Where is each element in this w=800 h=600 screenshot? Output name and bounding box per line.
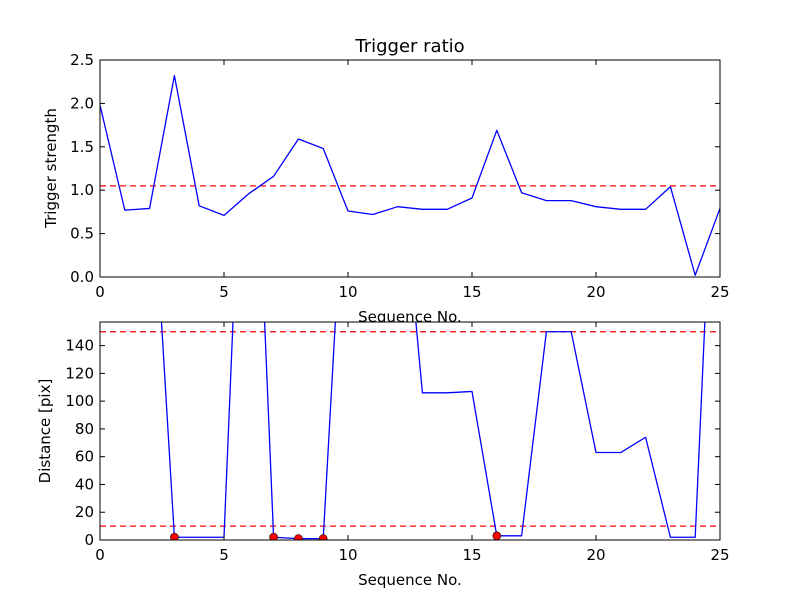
bottom-y-tick-label: 20 (75, 503, 94, 521)
top-series-line-0 (100, 74, 720, 276)
top-plot-area (100, 60, 720, 277)
top-axes-frame (99, 59, 721, 278)
bottom-axes-frame (99, 321, 721, 541)
top-x-tick-label: 0 (95, 283, 105, 301)
top-x-tick-label: 25 (710, 283, 729, 301)
bottom-y-tick-label: 100 (65, 392, 94, 410)
bottom-x-axis-label: Sequence No. (358, 571, 462, 589)
bottom-x-tick-label: 0 (95, 546, 105, 564)
bottom-marker-point (294, 534, 303, 540)
top-y-tick-label: 0.0 (70, 268, 94, 286)
bottom-x-tick-label: 20 (586, 546, 605, 564)
top-y-tick-label: 1.5 (70, 138, 94, 156)
top-x-tick-label: 5 (219, 283, 229, 301)
bottom-y-tick-label: 120 (65, 364, 94, 382)
top-x-tick-label: 15 (462, 283, 481, 301)
top-chart: 0 5 10 15 20 25 0.0 0.5 1.0 1.5 2.0 2.5 Trigger ra… (42, 36, 730, 326)
top-x-tick-label: 20 (586, 283, 605, 301)
bottom-series-line-0 (160, 322, 706, 540)
bottom-marker-point (170, 532, 179, 540)
top-x-tick-label: 10 (338, 283, 357, 301)
bottom-marker-point (269, 532, 278, 540)
bottom-marker-point (492, 531, 502, 540)
bottom-x-tick-label: 10 (338, 546, 357, 564)
bottom-y-axis-label: Distance [pix] (36, 379, 54, 484)
bottom-x-tick-label: 15 (462, 546, 481, 564)
bottom-x-tick-label: 25 (710, 546, 729, 564)
top-chart-title: Trigger ratio (354, 36, 464, 57)
top-y-tick-label: 2.5 (70, 51, 94, 69)
top-y-tick-label: 0.5 (70, 225, 94, 243)
bottom-y-tick-label: 40 (75, 475, 94, 493)
top-y-tick-label: 1.0 (70, 181, 94, 199)
bottom-marker-point (318, 534, 328, 540)
bottom-y-tick-label: 60 (75, 448, 94, 466)
bottom-y-tick-label: 140 (65, 337, 94, 355)
bottom-chart: 0 5 10 15 20 25 0 20 40 60 80 100 120 140 Sequence N… (36, 321, 730, 589)
top-y-axis-label: Trigger strength (42, 108, 60, 229)
bottom-plot-area (100, 322, 720, 540)
bottom-y-tick-label: 80 (75, 420, 94, 438)
bottom-y-tick-label: 0 (84, 531, 94, 549)
top-y-tick-label: 2.0 (70, 94, 94, 112)
bottom-x-tick-label: 5 (219, 546, 229, 564)
